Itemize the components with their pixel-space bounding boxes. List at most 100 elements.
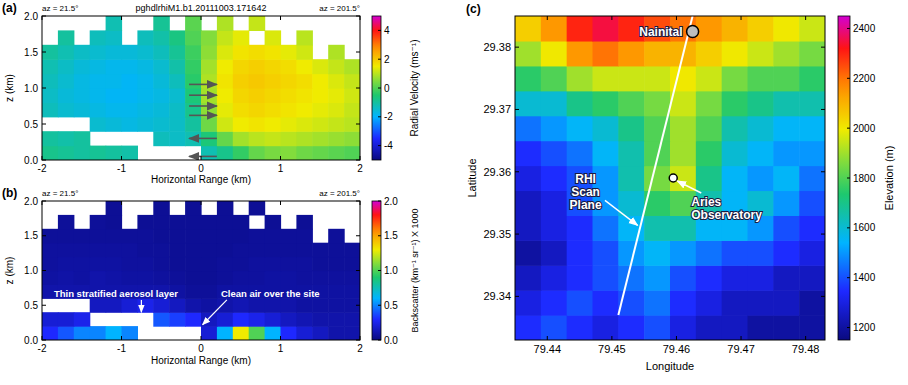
cell [217, 74, 234, 89]
site-label: Nainital [639, 25, 682, 39]
cell [201, 215, 218, 230]
cell [696, 240, 722, 266]
x-tick-label: -1 [117, 163, 126, 174]
cell [169, 215, 186, 230]
cell [137, 45, 154, 60]
y-tick [515, 47, 519, 48]
x-tick [611, 16, 612, 20]
x-tick [121, 201, 122, 205]
cell [773, 215, 799, 241]
cell [541, 116, 567, 142]
cell [137, 271, 154, 286]
cell [249, 312, 266, 327]
wind-arrow [189, 94, 217, 96]
cell [748, 265, 774, 291]
cell [281, 45, 298, 60]
cell [328, 298, 345, 313]
cell [42, 45, 59, 60]
cell [312, 131, 329, 146]
cell [281, 271, 298, 286]
annotation: Clean air over the site [221, 288, 320, 299]
cell [670, 116, 696, 142]
cell [153, 88, 170, 103]
x-tick [121, 336, 122, 340]
colorbar-title: Backscatter (km⁻¹ sr⁻¹) X 1000 [410, 208, 420, 332]
cell [217, 45, 234, 60]
cell [90, 88, 107, 103]
azimuth-label: az = 201.5° [319, 189, 360, 198]
panel-title: pghdlrhiM1.b1.20111003.171642 [136, 3, 267, 13]
cell [328, 257, 345, 272]
cell [106, 74, 123, 89]
cell [233, 215, 250, 230]
cell [773, 66, 799, 92]
cell [233, 146, 250, 160]
cell [328, 88, 345, 103]
cell [42, 271, 59, 286]
cell [58, 74, 75, 89]
cell [344, 59, 360, 74]
y-tick-label: 0.0 [24, 335, 38, 346]
cell [42, 102, 59, 117]
cell [58, 326, 75, 340]
cell [593, 16, 619, 42]
y-tick-label: 1.5 [24, 47, 38, 58]
cell [42, 131, 59, 146]
x-axis-title: Longitude [646, 360, 694, 372]
cell [185, 271, 202, 286]
cell [42, 326, 59, 340]
x-tick-label: 1 [278, 343, 284, 354]
y-tick [42, 340, 46, 341]
x-tick [360, 201, 361, 205]
cell [773, 91, 799, 117]
y-tick [356, 124, 360, 125]
colorbar-tick-label: 2 [384, 54, 390, 65]
x-tick [42, 156, 43, 160]
cell [773, 190, 799, 216]
cell [296, 243, 313, 258]
y-axis-title: z (km) [4, 74, 15, 102]
label-line: Scan [571, 185, 600, 199]
cell [296, 102, 313, 117]
cell [122, 74, 139, 89]
cell [644, 265, 670, 291]
x-tick [805, 336, 806, 340]
cell [593, 240, 619, 266]
panel-label: (b) [2, 186, 17, 200]
y-tick [42, 160, 46, 161]
y-tick [42, 305, 46, 306]
cell [541, 215, 567, 241]
cell [137, 243, 154, 258]
cell [344, 326, 360, 340]
cell [153, 59, 170, 74]
cell [74, 271, 91, 286]
cell [265, 312, 282, 327]
cell [328, 243, 345, 258]
cell [185, 243, 202, 258]
cell [249, 326, 266, 340]
cell [217, 131, 234, 146]
cell [618, 66, 644, 92]
cell [281, 312, 298, 327]
cell [296, 131, 313, 146]
cell [618, 141, 644, 167]
cell [169, 45, 186, 60]
colorbar-title: Radial Velocity (ms⁻¹) [409, 40, 420, 137]
cell [515, 166, 541, 192]
cell [541, 166, 567, 192]
y-tick [356, 52, 360, 53]
cell [217, 88, 234, 103]
cell [265, 45, 282, 60]
colorbar-tick-label: 1800 [853, 173, 876, 184]
cell [74, 243, 91, 258]
cell [281, 146, 298, 160]
cell [233, 74, 250, 89]
cell [567, 141, 593, 167]
cell [217, 257, 234, 272]
cell [185, 298, 202, 313]
wind-arrow [189, 156, 217, 158]
cell [722, 116, 748, 142]
cell [106, 117, 123, 132]
cell [90, 215, 107, 230]
cell [74, 312, 91, 327]
